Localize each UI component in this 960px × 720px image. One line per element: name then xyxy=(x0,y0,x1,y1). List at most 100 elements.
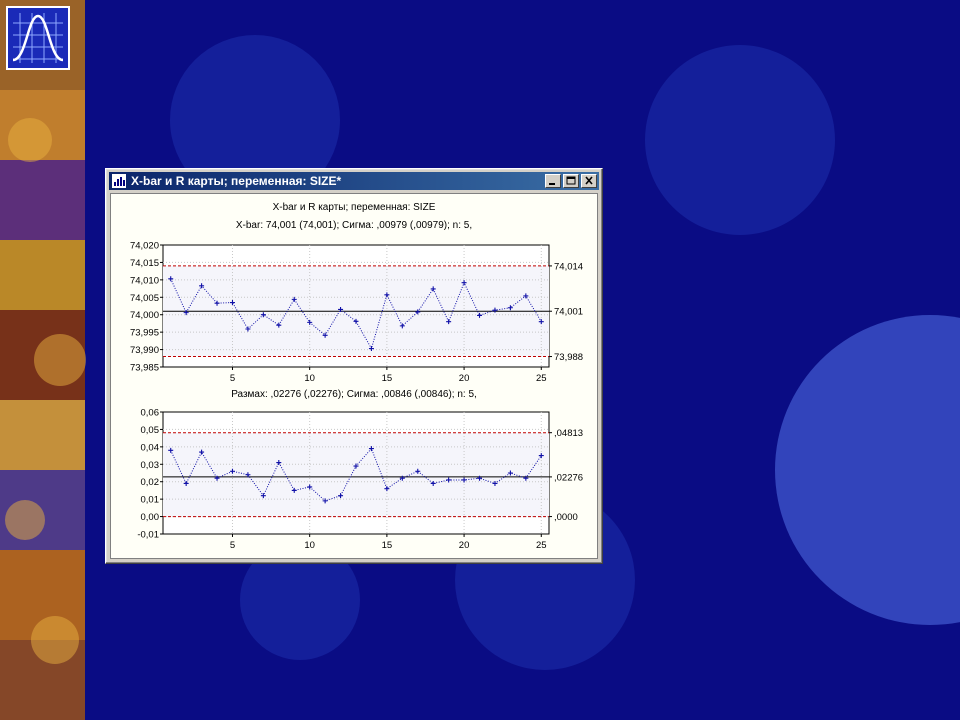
chart-panel-2: 0,06 0,05 0,04 0,03 0,02 0,01 0,00 -0,01 5 10 15 20… xyxy=(137,408,583,552)
y-tick-label: -0,01 xyxy=(137,530,159,541)
data-point xyxy=(322,332,328,338)
data-point xyxy=(477,475,483,481)
x-tick-label: 25 xyxy=(536,540,547,551)
data-point xyxy=(523,475,529,481)
data-point xyxy=(291,296,297,302)
chart-subtitle: X-bar: 74,001 (74,001); Сигма: ,00979 (,… xyxy=(236,220,472,231)
data-point xyxy=(276,460,282,466)
chart-area: X-bar и R карты; переменная: SIZE 74,020 7… xyxy=(110,193,598,559)
data-point xyxy=(415,309,421,315)
data-point xyxy=(338,306,344,312)
x-tick-label: 5 xyxy=(230,373,235,384)
data-point xyxy=(199,283,205,289)
y-tick-label: 74,005 xyxy=(130,293,159,304)
x-tick-label: 10 xyxy=(304,540,315,551)
data-point xyxy=(229,468,235,474)
y-tick-label: 0,05 xyxy=(141,425,160,436)
data-point xyxy=(492,307,498,313)
data-point xyxy=(245,326,251,332)
limit-label: ,02276 xyxy=(554,472,583,483)
data-point xyxy=(183,310,189,316)
close-icon xyxy=(585,176,593,185)
limit-label: ,0000 xyxy=(554,512,578,523)
chart-window[interactable]: X-bar и R карты; переменная: SIZE* X-bar… xyxy=(105,168,603,564)
close-button[interactable] xyxy=(581,174,597,188)
data-point xyxy=(183,480,189,486)
data-point xyxy=(168,276,174,282)
y-tick-label: 74,015 xyxy=(130,258,159,269)
data-point xyxy=(507,470,513,476)
y-tick-label: 0,04 xyxy=(141,442,160,453)
maximize-button[interactable] xyxy=(563,174,579,188)
data-point xyxy=(430,480,436,486)
x-tick-label: 15 xyxy=(382,540,393,551)
data-point xyxy=(399,323,405,329)
data-point xyxy=(430,286,436,292)
limit-label: ,04813 xyxy=(554,428,583,439)
x-tick-label: 10 xyxy=(304,373,315,384)
data-point xyxy=(461,477,467,483)
data-point xyxy=(322,498,328,504)
data-point xyxy=(507,305,513,311)
data-point xyxy=(214,475,220,481)
data-point xyxy=(245,472,251,478)
data-point xyxy=(415,468,421,474)
data-point xyxy=(538,319,544,325)
x-tick-label: 20 xyxy=(459,540,470,551)
data-point xyxy=(477,312,483,318)
y-tick-label: 0,01 xyxy=(141,495,160,506)
x-tick-label: 20 xyxy=(459,373,470,384)
limit-label: 74,001 xyxy=(554,307,583,318)
data-point xyxy=(307,484,313,490)
data-point xyxy=(291,487,297,493)
limit-label: 73,988 xyxy=(554,352,583,363)
y-tick-label: 73,990 xyxy=(130,345,159,356)
x-tick-label: 25 xyxy=(536,373,547,384)
statistica-graph-icon xyxy=(112,174,126,188)
x-tick-label: 5 xyxy=(230,540,235,551)
data-point xyxy=(538,453,544,459)
y-tick-label: 0,06 xyxy=(141,408,160,419)
y-tick-label: 74,010 xyxy=(130,275,159,286)
data-point xyxy=(338,493,344,499)
y-tick-label: 73,995 xyxy=(130,328,159,339)
maximize-icon xyxy=(566,176,576,185)
x-tick-label: 15 xyxy=(382,373,393,384)
data-point xyxy=(399,475,405,481)
minimize-button[interactable] xyxy=(545,174,561,188)
y-tick-label: 74,000 xyxy=(130,310,159,321)
minimize-icon xyxy=(549,183,555,185)
window-title: X-bar и R карты; переменная: SIZE* xyxy=(131,174,342,188)
y-tick-label: 0,02 xyxy=(141,477,160,488)
data-point xyxy=(307,319,313,325)
data-point xyxy=(353,463,359,469)
data-point xyxy=(229,300,235,306)
control-band xyxy=(163,432,549,517)
normal-distribution-icon xyxy=(6,6,70,70)
data-point xyxy=(446,477,452,483)
data-point xyxy=(353,318,359,324)
limit-label: 74,014 xyxy=(554,261,583,272)
data-point xyxy=(168,447,174,453)
data-point xyxy=(384,486,390,492)
data-point xyxy=(446,319,452,325)
data-point xyxy=(384,292,390,298)
data-point xyxy=(368,446,374,452)
y-tick-label: 0,00 xyxy=(141,512,160,523)
data-point xyxy=(492,480,498,486)
data-point xyxy=(260,312,266,318)
data-point xyxy=(199,449,205,455)
data-point xyxy=(260,493,266,499)
data-point xyxy=(461,280,467,286)
y-tick-label: 0,03 xyxy=(141,460,160,471)
control-charts: X-bar и R карты; переменная: SIZE74,0207… xyxy=(130,202,583,552)
chart-panel-1: 74,020 74,015 74,010 74,005 74,000 73,995 73,9… xyxy=(130,241,583,385)
data-point xyxy=(523,293,529,299)
window-titlebar[interactable]: X-bar и R карты; переменная: SIZE* xyxy=(109,172,599,190)
chart-subtitle: Размах: ,02276 (,02276); Сигма: ,00846 (… xyxy=(231,389,477,400)
y-tick-label: 74,020 xyxy=(130,241,159,252)
data-point xyxy=(276,322,282,328)
chart-title: X-bar и R карты; переменная: SIZE xyxy=(273,202,436,213)
data-point xyxy=(368,346,374,352)
